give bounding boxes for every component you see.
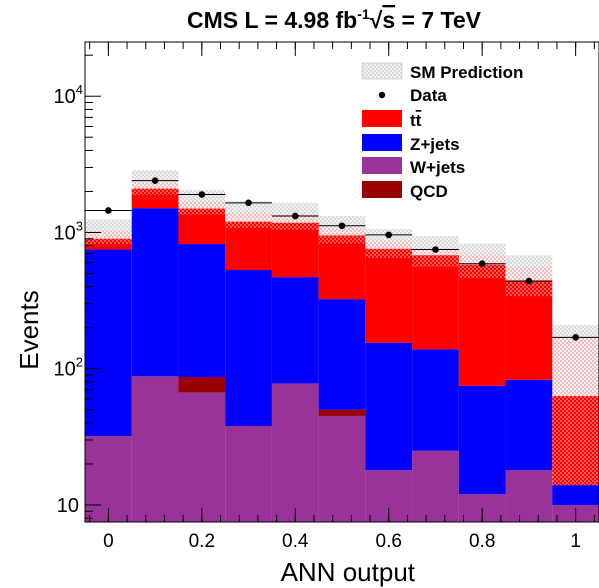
bar-tt-bin-3: [225, 221, 272, 271]
y-tick-exponent: 2: [76, 355, 83, 370]
data-point: [151, 177, 159, 184]
y-tick-label: 103: [54, 218, 83, 244]
legend: SM Prediction Data tt Z+jets W+jets QCD: [361, 62, 523, 201]
bar-wjets-bin-0: [85, 436, 132, 522]
bar-wjets-bin-4: [271, 383, 319, 522]
data-point: [385, 231, 393, 239]
legend-swatch-wjets: [362, 157, 402, 174]
bar-zjets-bin-5: [318, 299, 366, 410]
uncertainty-band-bin-0: [85, 231, 132, 245]
bar-wjets-bin-1: [131, 376, 179, 522]
data-point: [198, 191, 206, 198]
uncertainty-band-bin-2: [178, 201, 226, 215]
y-tick-exponent: 4: [76, 82, 83, 97]
bar-zjets-bin-4: [271, 277, 319, 384]
x-tick-label: 0.8: [469, 531, 495, 552]
data-point: [291, 212, 299, 220]
x-tick-label: 0.6: [376, 531, 402, 552]
bar-tt-bin-5: [318, 235, 366, 300]
title-sqrt-sign: √: [370, 7, 383, 33]
legend-label-wjets: W+jets: [410, 158, 465, 177]
legend-label-sm: SM Prediction: [410, 63, 523, 82]
bar-zjets-bin-2: [178, 244, 226, 377]
data-point: [338, 222, 346, 230]
legend-swatch-qcd: [362, 181, 402, 198]
uncertainty-band-bin-6: [365, 240, 413, 258]
title-prefix: CMS L = 4.98 fb: [187, 7, 357, 33]
bar-wjets-bin-7: [412, 450, 459, 522]
x-tick-label: 1: [570, 531, 581, 552]
legend-label-ttbar: tt: [410, 111, 422, 130]
legend-swatch-ttbar: [362, 110, 402, 127]
bar-tt-bin-9: [505, 281, 553, 380]
title-suffix: = 7 TeV: [395, 7, 482, 33]
legend-marker-data: [378, 91, 386, 99]
y-axis-label: Events: [14, 290, 44, 370]
data-point: [478, 260, 486, 267]
bar-zjets-bin-10: [552, 485, 599, 505]
uncertainty-band-bin-3: [225, 212, 272, 228]
bar-wjets-bin-3: [225, 425, 272, 522]
bar-tt-bin-7: [412, 255, 459, 350]
x-tick-label: 0.4: [282, 531, 309, 552]
x-axis-label: ANN output: [281, 557, 416, 587]
chart-title: CMS L = 4.98 fb-1√s = 7 TeV: [187, 6, 482, 33]
data-point: [432, 246, 439, 253]
title-sqrt-s: s: [382, 7, 395, 33]
bar-tt-bin-4: [271, 222, 319, 278]
uncertainty-band-bin-5: [318, 227, 366, 244]
x-tick-label: 0.2: [189, 531, 215, 552]
bar-zjets-bin-8: [458, 385, 506, 495]
y-tick-exponent: 3: [76, 218, 83, 233]
bar-zjets-bin-9: [505, 379, 553, 471]
legend-label-zjets: Z+jets: [410, 135, 460, 154]
data-point: [105, 207, 112, 214]
bar-wjets-bin-5: [318, 415, 366, 522]
y-tick-base: 10: [54, 359, 76, 381]
uncertainty-band-bin-7: [412, 247, 459, 267]
bar-wjets-bin-2: [178, 392, 226, 522]
ttbar-t: t: [410, 111, 416, 130]
y-tick-label: 10: [57, 495, 79, 517]
bar-wjets-bin-9: [505, 470, 553, 522]
legend-swatch-sm: [361, 62, 403, 80]
y-tick-base: 10: [54, 222, 76, 244]
data-point: [525, 277, 533, 285]
uncertainty-band-bin-10: [552, 336, 599, 486]
legend-label-qcd: QCD: [410, 182, 448, 201]
bar-zjets-bin-7: [412, 349, 459, 451]
bar-qcd-bin-2: [178, 376, 226, 393]
title-exponent: -1: [357, 6, 370, 22]
y-tick-label: 104: [54, 82, 83, 108]
bar-tt-bin-6: [365, 248, 413, 343]
bar-tt-bin-8: [458, 264, 506, 386]
bar-zjets-bin-3: [225, 270, 272, 426]
legend-swatch-zjets: [362, 134, 402, 151]
plot-frame: [84, 41, 599, 523]
data-point: [572, 334, 579, 341]
bar-zjets-bin-0: [85, 249, 132, 437]
bar-zjets-bin-1: [131, 208, 179, 377]
x-tick-label: 0: [103, 531, 114, 552]
ttbar-tbar: t: [416, 111, 422, 130]
legend-label-data: Data: [410, 86, 447, 105]
y-tick-label: 102: [54, 355, 83, 381]
y-tick-base: 10: [54, 86, 76, 108]
data-point: [245, 199, 252, 207]
uncertainty-band-bin-1: [131, 182, 179, 196]
bar-qcd-bin-5: [318, 409, 366, 416]
bar-zjets-bin-6: [365, 342, 413, 471]
uncertainty-band-bin-4: [271, 214, 319, 230]
